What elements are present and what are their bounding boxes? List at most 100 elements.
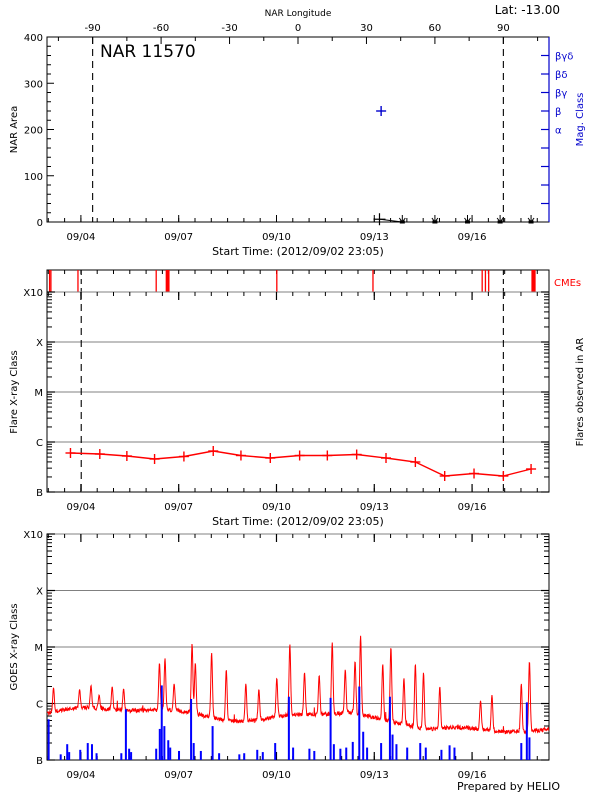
flare-marker [526, 464, 537, 474]
panel1-top-tick-label: 90 [497, 23, 510, 34]
goes-short-channel-bar [47, 719, 50, 760]
panel-flare-class: CMEs B C M X X10 Flare X-ray Class Flares obser… [9, 269, 586, 528]
panel1-ylabel: NAR Area [9, 106, 20, 153]
panel3-ytick-label: X10 [23, 530, 43, 541]
goes-short-channel-bar [406, 747, 409, 760]
flare-marker [149, 454, 160, 464]
goes-short-channel-bar [128, 748, 131, 760]
goes-short-channel-bar [218, 753, 221, 760]
goes-short-channel-bar [238, 754, 241, 760]
goes-short-channel-bar [525, 702, 528, 760]
latitude-label: Lat: -13.00 [495, 3, 560, 17]
magclass-axis-label: Mag. Class [575, 93, 586, 147]
goes-short-channel-bar [332, 744, 335, 760]
panel1-xtick-label: 09/07 [164, 232, 193, 243]
panel2-xlabel: Start Time: (2012/09/02 23:05) [212, 515, 384, 528]
cme-marker [531, 270, 535, 292]
panel1-top-tick-label: -90 [84, 23, 100, 34]
panel1-ytick-label: 100 [24, 172, 43, 183]
goes-short-channel-bar [192, 743, 195, 760]
panel1-top-tick-label: 60 [429, 23, 442, 34]
cme-marker [77, 270, 79, 292]
panel1-xlabel: Start Time: (2012/09/02 23:05) [212, 245, 384, 258]
goes-short-channel-bar [243, 753, 246, 760]
panel1-ytick-label: 200 [24, 126, 43, 137]
flare-marker [121, 451, 132, 461]
goes-short-channel-bar [178, 750, 181, 760]
panel1-ytick-label: 300 [24, 79, 43, 90]
cme-marker [166, 270, 170, 292]
goes-short-channel-bar [358, 686, 361, 760]
goes-short-channel-bar [90, 744, 93, 760]
cme-marker [165, 270, 169, 292]
magclass-tick-label: βγδ [555, 52, 573, 63]
cme-strip-frame [46, 269, 550, 293]
goes-short-channel-bar [95, 753, 98, 760]
flare-marker [265, 453, 276, 463]
panel2-xtick-label: 09/10 [262, 502, 291, 513]
panel1-xtick-label: 09/13 [360, 232, 389, 243]
goes-short-channel-bar [59, 754, 62, 760]
goes-short-channel-bar [261, 752, 264, 760]
goes-short-channel-bar [160, 685, 163, 760]
panel1-top-tick-label: 30 [360, 23, 373, 34]
panel1-xtick-label: 09/04 [66, 232, 95, 243]
goes-short-channel-bar [292, 747, 295, 760]
goes-short-channel-bar [169, 747, 172, 760]
panel1-top-tick-label: -30 [221, 23, 237, 34]
cme-marker [481, 270, 483, 292]
flare-marker [351, 449, 362, 460]
cme-marker [155, 270, 157, 292]
panel3-ylabel: GOES X-ray Class [9, 603, 20, 690]
goes-short-channel-bar [287, 696, 290, 760]
goes-short-channel-bar [130, 752, 133, 760]
goes-short-channel-bar [395, 744, 398, 760]
nar-area-marker [373, 213, 386, 226]
goes-short-channel-bar [339, 748, 342, 760]
goes-long-channel-line [46, 635, 550, 735]
flare-marker [381, 453, 392, 463]
goes-short-channel-bar [124, 709, 127, 760]
flare-class-line [70, 450, 532, 477]
magclass-tick-label: βδ [555, 70, 568, 81]
magclass-marker [376, 106, 387, 116]
panel2-ytick-label: M [34, 388, 43, 399]
panel3-ytick-label: M [34, 643, 43, 654]
goes-short-channel-bar [274, 743, 277, 760]
flare-marker [294, 450, 305, 461]
nar-area-limb-marker [527, 215, 535, 224]
flare-marker [65, 448, 76, 458]
panel2-ytick-label: B [36, 488, 43, 499]
panel3-xtick-label: 09/16 [458, 770, 487, 781]
panel1-top-tick-label: -60 [153, 23, 169, 34]
panel2-ytick-label: X [36, 338, 43, 349]
panel2-xtick-label: 09/07 [164, 502, 193, 513]
nar-area-limb-marker [431, 215, 439, 224]
cme-marker [484, 270, 487, 292]
cme-marker [50, 270, 52, 292]
cme-marker [276, 270, 278, 292]
page-title: NAR 11570 [100, 42, 196, 62]
flare-marker [178, 451, 189, 462]
flare-marker [94, 449, 105, 459]
goes-short-channel-bar [345, 747, 348, 760]
goes-short-channel-bar [68, 752, 71, 760]
goes-short-channel-bar [528, 737, 531, 760]
panel1-top-tick-label: 0 [295, 23, 301, 34]
goes-short-channel-bar [190, 698, 193, 760]
flare-marker [469, 468, 480, 479]
nar-longitude-label: NAR Longitude [265, 9, 332, 19]
panel2-right-label: Flares observed in AR [575, 338, 586, 447]
panel1-ytick-label: 0 [37, 218, 43, 229]
panel2-xtick-label: 09/13 [360, 502, 389, 513]
goes-short-channel-bar [79, 749, 82, 760]
goes-short-channel-bar [520, 743, 523, 760]
goes-short-channel-bar [424, 747, 427, 760]
cme-marker [48, 270, 51, 292]
goes-short-channel-bar [155, 748, 158, 760]
goes-short-channel-bar [362, 731, 365, 760]
panel1-xtick-label: 09/10 [262, 232, 291, 243]
flare-marker [322, 450, 333, 461]
